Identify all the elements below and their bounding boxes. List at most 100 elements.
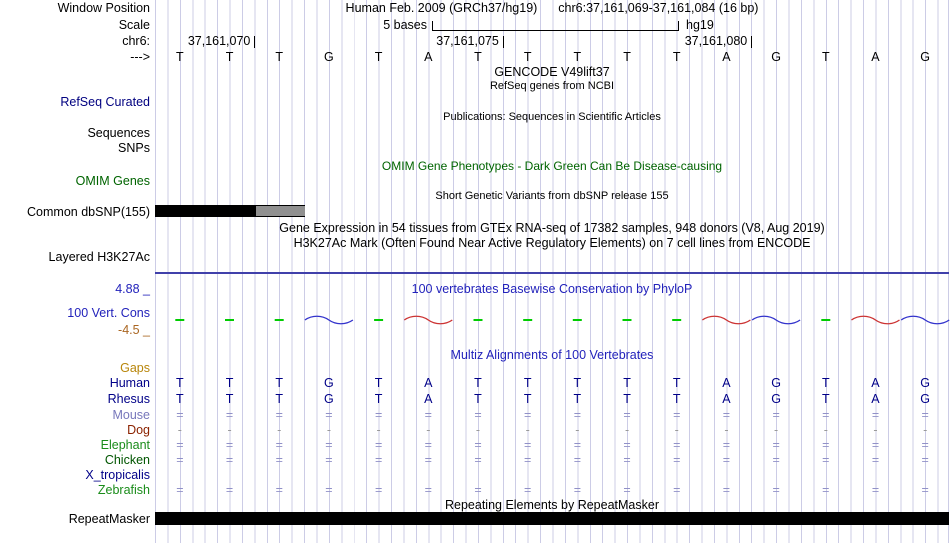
conservation-wave [751,315,801,325]
alignment-cell: - [724,423,729,437]
conservation-dash [374,319,384,321]
alignment-cell: = [225,483,234,497]
refseq-track-description: RefSeq genes from NCBI [489,80,615,92]
alignment-cell: = [275,483,283,497]
base-position-guidelines [155,0,950,543]
dbsnp-variant-bar[interactable] [155,205,256,217]
alignment-cell: = [325,453,333,467]
omim-genes-track-label[interactable]: OMIM Genes [75,174,150,188]
alignment-cell: - [774,423,779,437]
publications-track-description: Publications: Sequences in Scientific Ar… [443,111,661,123]
species-label-gaps[interactable]: Gaps [120,361,150,375]
alignment-cell: G [920,392,931,406]
alignment-cell: = [822,408,830,422]
alignment-cell: - [177,423,182,437]
header-line: Human Feb. 2009 (GRCh37/hg19) chr6:37,16… [155,2,949,15]
alignment-cell: = [225,453,234,467]
alignment-cell: - [823,423,828,437]
coordinate-tick [751,36,752,48]
alignment-cell: = [474,438,482,452]
scale-bar-right-tick [678,21,679,31]
dbsnp-variant-bar-gray-segment[interactable] [256,205,305,217]
alignment-cell: A [722,392,731,406]
alignment-cell: = [673,438,681,452]
repeatmasker-track-title: Repeating Elements by RepeatMasker [444,498,659,512]
base-letter: T [523,50,532,64]
repeatmasker-element-bar[interactable] [155,512,949,525]
alignment-cell: = [524,438,532,452]
base-letter: G [920,50,931,64]
assembly-title: Human Feb. 2009 (GRCh37/hg19) [345,1,538,15]
species-label-elephant[interactable]: Elephant [100,438,150,452]
coordinate-tick [503,36,504,48]
species-label-human[interactable]: Human [109,376,150,390]
conservation-wave [900,315,950,325]
common-dbsnp-track-label[interactable]: Common dbSNP(155) [27,205,150,219]
base-letter: T [474,50,482,64]
alignment-cell: = [772,453,780,467]
base-letter: T [225,50,234,64]
base-letter: A [871,50,880,64]
species-label-mouse[interactable]: Mouse [112,408,150,422]
alignment-cell: A [424,376,433,390]
alignment-cell: = [176,438,184,452]
alignment-cell: = [374,453,383,467]
alignment-cell: T [225,392,234,406]
alignment-cell: - [624,423,630,437]
alignment-cell: T [623,376,631,390]
alignment-cell: T [573,376,582,390]
conservation-wave [851,315,900,325]
phylop-track-title: 100 vertebrates Basewise Conservation by… [411,282,693,296]
alignment-cell: = [722,438,731,452]
species-label-x_tropicalis[interactable]: X_tropicalis [85,468,150,482]
alignment-cell: = [871,453,880,467]
alignment-cell: T [225,376,234,390]
conservation-dash [572,319,582,321]
alignment-cell: = [822,483,830,497]
alignment-cell: - [227,423,232,437]
repeatmasker-track-label[interactable]: RepeatMasker [68,512,150,526]
h3k27ac-signal-baseline[interactable] [155,272,949,274]
alignment-cell: = [524,453,532,467]
alignment-cell: T [672,392,681,406]
alignment-cell: G [324,392,334,406]
alignment-cell: = [871,408,880,422]
conservation-dash [175,319,185,321]
alignment-cell: = [374,408,383,422]
scale-bar-left-tick [432,21,433,31]
coordinate-label: 37,161,075 [436,34,499,48]
refseq-curated-track-label[interactable]: RefSeq Curated [60,95,150,109]
alignment-cell: = [772,438,780,452]
alignment-cell: - [376,423,381,437]
alignment-cell: = [921,438,929,452]
alignment-cell: = [573,408,581,422]
vert-cons-track-label[interactable]: 100 Vert. Cons [67,306,150,320]
species-label-rhesus[interactable]: Rhesus [107,392,150,406]
layered-h3k27ac-track-label[interactable]: Layered H3K27Ac [48,250,150,264]
alignment-cell: = [176,483,184,497]
alignment-cell: = [325,408,333,422]
alignment-cell: T [672,376,681,390]
conservation-wiggle-track[interactable] [155,312,950,328]
base-letter: A [424,50,433,64]
species-label-zebrafish[interactable]: Zebrafish [97,483,150,497]
snps-track-label[interactable]: SNPs [118,141,150,155]
base-letter: G [324,50,334,64]
species-label-dog[interactable]: Dog [127,423,150,437]
alignment-cell: T [275,392,284,406]
alignment-cell: G [771,376,781,390]
alignment-cell: = [474,408,482,422]
alignment-cell: = [623,483,631,497]
sequences-track-label[interactable]: Sequences [87,126,150,140]
conservation-dash [622,319,632,321]
alignment-cell: T [374,392,383,406]
alignment-cell: = [176,408,184,422]
species-label-chicken[interactable]: Chicken [104,453,150,467]
alignment-cell: = [722,483,731,497]
alignment-cell: = [921,483,929,497]
alignment-cell: T [821,392,830,406]
alignment-cell: T [523,376,532,390]
alignment-cell: A [871,392,880,406]
chromosome-label: chr6: [122,34,150,48]
alignment-cell: = [573,438,581,452]
